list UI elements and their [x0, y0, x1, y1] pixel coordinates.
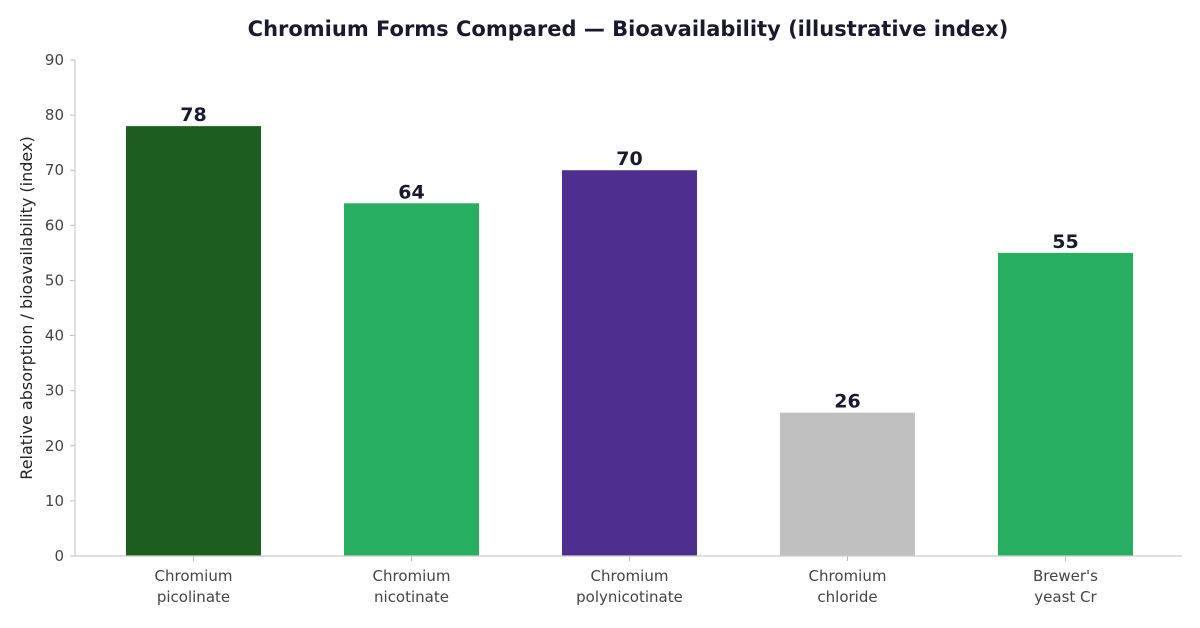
y-tick-label: 20 — [45, 437, 64, 455]
bar-value-label: 26 — [834, 391, 860, 413]
y-tick-label: 0 — [54, 547, 64, 565]
x-tick-label: Chromium picolinate — [155, 567, 233, 606]
bar-series — [126, 126, 1133, 557]
bar — [126, 126, 261, 556]
bar — [998, 252, 1133, 556]
bar — [344, 203, 479, 557]
bar-value-label: 64 — [398, 181, 424, 203]
y-tick-label: 40 — [45, 327, 64, 345]
x-tick-label: Chromium polynicotinate — [576, 567, 683, 606]
bar-value-label: 70 — [616, 148, 642, 170]
bar-value-label: 78 — [180, 104, 206, 126]
x-tick-label: Chromium nicotinate — [373, 567, 451, 606]
y-tick-label: 60 — [45, 216, 64, 234]
y-tick-label: 70 — [45, 161, 64, 179]
bar — [780, 412, 915, 556]
y-tick-label: 80 — [45, 106, 64, 124]
y-tick-label: 50 — [45, 271, 64, 289]
data-labels: 78 64 70 26 55 — [180, 104, 1078, 413]
y-axis-label: Relative absorption / bioavailability (i… — [17, 136, 36, 479]
y-tick-label: 10 — [45, 492, 64, 510]
bar-value-label: 55 — [1052, 231, 1078, 253]
x-tick-label: Chromium chloride — [809, 567, 887, 606]
x-axis-labels: Chromium picolinate Chromium nicotinate Chro… — [155, 556, 1098, 606]
y-axis-ticks: 0 10 20 30 40 50 60 70 80 90 — [45, 51, 75, 565]
x-tick-label: Brewer's yeast Cr — [1033, 567, 1098, 606]
y-tick-label: 90 — [45, 51, 64, 69]
chart-title: Chromium Forms Compared — Bioavailabilit… — [248, 17, 1009, 41]
y-tick-label: 30 — [45, 382, 64, 400]
bar — [562, 170, 697, 556]
